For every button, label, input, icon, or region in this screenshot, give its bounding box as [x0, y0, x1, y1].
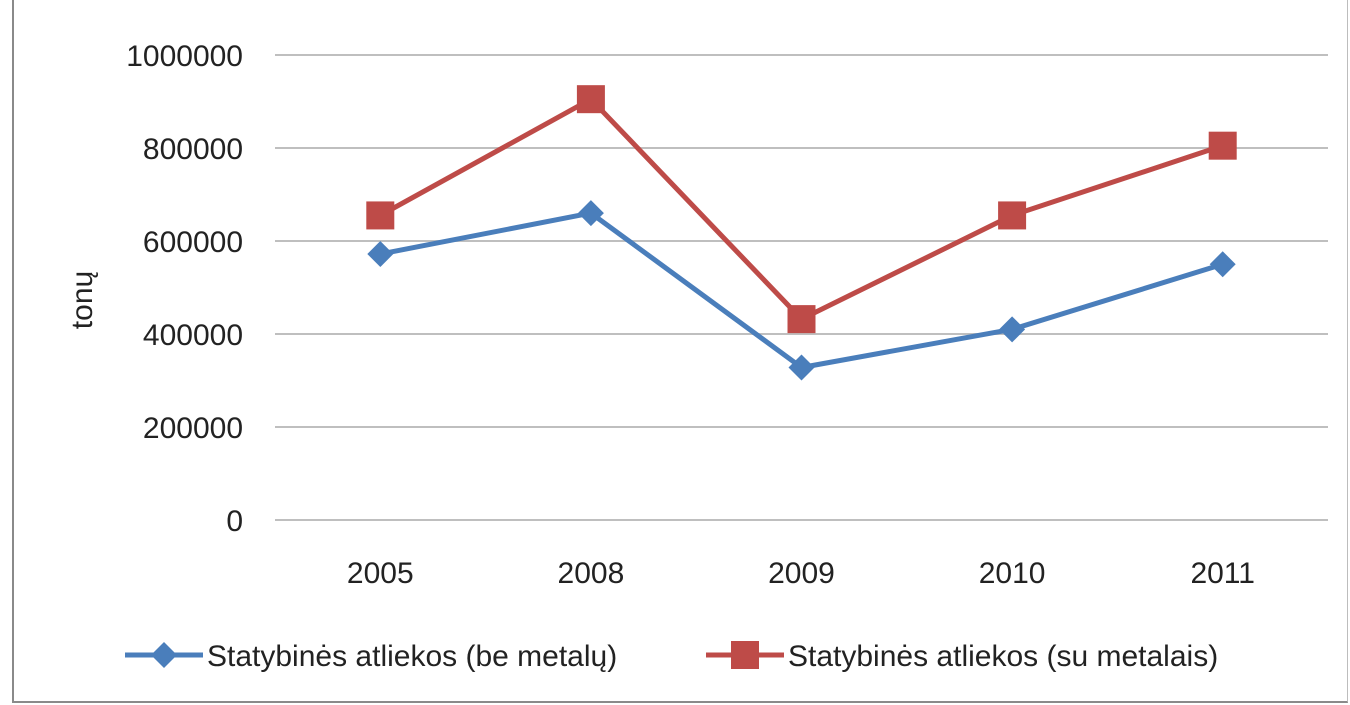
x-axis-tick-labels: 2005 2008 2009 2010 2011 [347, 557, 1255, 590]
series-line [379, 210, 1224, 370]
series-1 [367, 200, 1236, 381]
x-tick-label: 2005 [347, 557, 414, 590]
chart-frame [12, 0, 1348, 703]
x-tick-label: 2008 [558, 557, 625, 590]
data-point-diamond [367, 241, 394, 268]
data-point-square [998, 201, 1027, 230]
data-series [366, 85, 1237, 381]
y-tick-label: 800000 [143, 133, 243, 166]
y-tick-label: 0 [226, 505, 243, 538]
y-tick-label: 1000000 [126, 40, 243, 73]
series-2 [366, 85, 1237, 334]
data-point-square [366, 201, 395, 230]
data-point-diamond [788, 354, 815, 381]
data-point-square [787, 305, 816, 334]
data-point-square [1208, 131, 1237, 160]
y-axis-tick-labels: 0 200000 400000 600000 800000 1000000 [126, 40, 243, 538]
legend-item-1: Statybinės atliekos (be metalų) [125, 640, 617, 673]
series-line [379, 96, 1224, 322]
data-point-diamond [1209, 251, 1236, 278]
x-tick-label: 2011 [1190, 557, 1255, 590]
x-tick-label: 2010 [979, 557, 1046, 590]
y-tick-label: 400000 [143, 319, 243, 352]
legend: Statybinės atliekos (be metalų) Statybinė… [125, 640, 1218, 673]
legend-item-2: Statybinės atliekos (su metalais) [706, 640, 1218, 673]
y-axis-title: tonų [66, 271, 99, 329]
y-tick-label: 200000 [143, 412, 243, 445]
x-tick-label: 2009 [768, 557, 835, 590]
y-tick-label: 600000 [143, 226, 243, 259]
data-point-diamond [999, 316, 1026, 343]
data-point-square [731, 641, 759, 669]
gridlines [275, 54, 1328, 521]
data-point-square [576, 85, 605, 114]
legend-label: Statybinės atliekos (be metalų) [207, 640, 617, 673]
legend-label: Statybinės atliekos (su metalais) [788, 640, 1218, 673]
data-point-diamond [577, 200, 604, 227]
data-point-diamond [151, 642, 177, 668]
